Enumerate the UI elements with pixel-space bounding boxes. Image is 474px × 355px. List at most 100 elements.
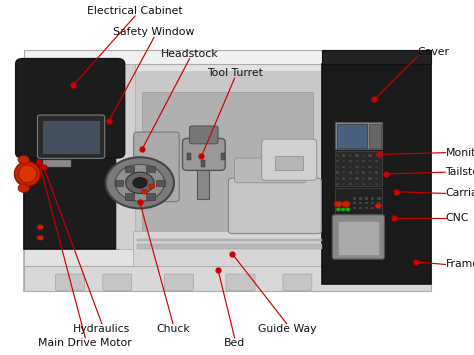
Bar	[377, 197, 381, 200]
Bar	[362, 165, 365, 168]
Bar	[375, 183, 378, 185]
FancyBboxPatch shape	[55, 274, 84, 290]
Bar	[371, 207, 374, 209]
Bar	[336, 183, 339, 185]
Bar	[356, 171, 358, 174]
Text: Safety Window: Safety Window	[113, 27, 195, 37]
Text: Carriage: Carriage	[446, 189, 474, 198]
Bar	[375, 177, 378, 180]
FancyBboxPatch shape	[335, 151, 382, 186]
FancyBboxPatch shape	[134, 132, 179, 202]
Bar	[375, 171, 378, 174]
Bar	[336, 165, 339, 168]
Bar	[137, 244, 322, 248]
FancyBboxPatch shape	[190, 126, 218, 144]
Bar	[375, 160, 378, 162]
FancyBboxPatch shape	[43, 121, 100, 154]
Text: Cover: Cover	[417, 47, 449, 57]
FancyBboxPatch shape	[262, 139, 317, 180]
FancyBboxPatch shape	[228, 178, 321, 234]
Bar	[156, 180, 165, 186]
Text: Tool Turret: Tool Turret	[207, 68, 263, 78]
Text: Headstock: Headstock	[161, 49, 219, 59]
Bar	[125, 193, 134, 200]
Bar	[377, 202, 381, 204]
Bar	[362, 171, 365, 174]
Bar	[342, 183, 346, 185]
Bar	[375, 154, 378, 157]
Bar	[116, 64, 135, 248]
FancyBboxPatch shape	[226, 274, 255, 290]
FancyBboxPatch shape	[235, 158, 306, 183]
Bar	[43, 160, 71, 167]
Bar	[342, 160, 346, 162]
Bar	[125, 166, 134, 173]
FancyBboxPatch shape	[338, 221, 379, 255]
FancyBboxPatch shape	[182, 138, 225, 170]
Bar	[197, 128, 209, 199]
Polygon shape	[24, 64, 431, 291]
Circle shape	[18, 155, 29, 164]
Bar	[362, 160, 365, 162]
Text: Frame: Frame	[446, 260, 474, 269]
FancyBboxPatch shape	[335, 188, 382, 215]
Circle shape	[133, 178, 147, 188]
Bar	[137, 239, 322, 241]
Bar	[221, 153, 225, 160]
Bar	[342, 165, 346, 168]
Bar	[349, 160, 352, 162]
Bar	[349, 154, 352, 157]
Bar	[368, 165, 372, 168]
Ellipse shape	[18, 165, 36, 183]
Circle shape	[346, 208, 350, 211]
Text: Tailstock: Tailstock	[446, 167, 474, 177]
Bar	[356, 165, 358, 168]
Text: Electrical Cabinet: Electrical Cabinet	[87, 6, 183, 16]
Bar	[146, 193, 155, 200]
FancyBboxPatch shape	[369, 124, 381, 148]
Bar	[349, 177, 352, 180]
Bar	[368, 154, 372, 157]
Bar	[362, 154, 365, 157]
FancyBboxPatch shape	[37, 115, 105, 158]
Bar	[362, 183, 365, 185]
FancyBboxPatch shape	[283, 274, 312, 290]
Bar	[353, 202, 356, 204]
Circle shape	[37, 225, 44, 230]
Bar	[342, 177, 346, 180]
FancyBboxPatch shape	[332, 215, 384, 259]
Bar	[359, 207, 362, 209]
Bar	[349, 171, 352, 174]
Text: CNC: CNC	[446, 213, 469, 223]
Circle shape	[342, 201, 350, 207]
Bar	[115, 180, 123, 186]
Bar	[356, 177, 358, 180]
Bar	[359, 202, 362, 204]
Circle shape	[37, 235, 44, 240]
Circle shape	[148, 184, 155, 189]
Bar	[356, 183, 358, 185]
Circle shape	[18, 184, 29, 192]
Bar	[187, 153, 191, 160]
Ellipse shape	[14, 162, 40, 186]
Bar	[371, 202, 374, 204]
Bar	[377, 207, 381, 209]
FancyBboxPatch shape	[337, 124, 367, 148]
Text: Bed: Bed	[224, 338, 245, 348]
FancyBboxPatch shape	[335, 122, 382, 149]
Bar	[368, 160, 372, 162]
Bar	[368, 171, 372, 174]
Polygon shape	[322, 64, 431, 284]
Circle shape	[375, 203, 382, 208]
Bar	[356, 154, 358, 157]
Bar	[365, 197, 368, 200]
Bar	[342, 171, 346, 174]
Bar	[336, 154, 339, 157]
Bar	[353, 207, 356, 209]
Bar	[275, 156, 303, 170]
Text: Hydraulics: Hydraulics	[73, 324, 130, 334]
Circle shape	[334, 201, 343, 207]
Bar	[142, 92, 313, 248]
FancyBboxPatch shape	[164, 274, 193, 290]
Bar	[349, 183, 352, 185]
